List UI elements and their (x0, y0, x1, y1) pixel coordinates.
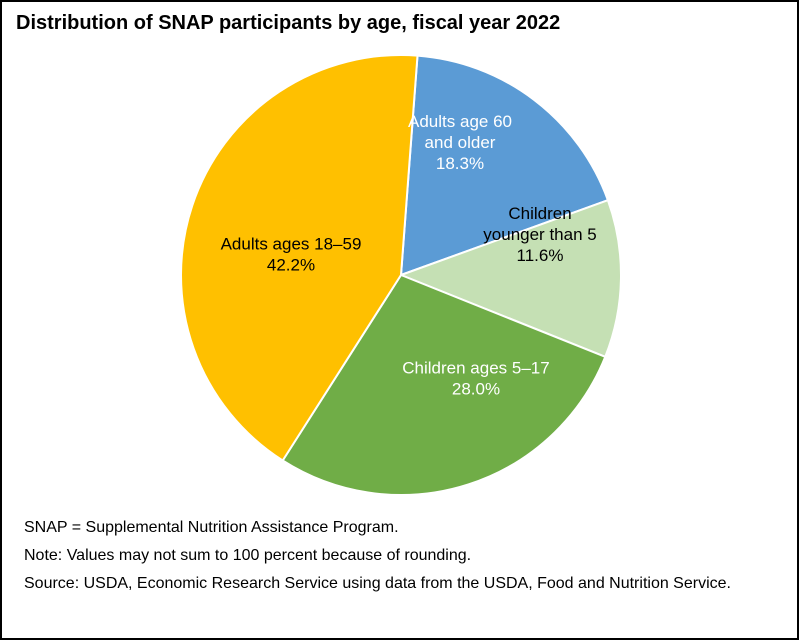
slice-value-adults60: 18.3% (436, 154, 484, 173)
slice-label-adults18_59: Adults ages 18–59 42.2% (221, 235, 362, 275)
slice-label-under5: Children younger than 5 11.6% (483, 204, 596, 265)
slice-label-line: Adults ages 18–59 (221, 235, 362, 254)
slice-label-adults60: Adults age 60 and older 18.3% (408, 112, 512, 173)
pie-slice-adults18_59 (180, 54, 419, 462)
pie-slice-adults60 (400, 54, 609, 276)
slice-label-line: Adults age 60 (408, 112, 512, 131)
pie-labels: Adults age 60 and older 18.3% Children young… (221, 112, 597, 399)
pie-slice-under5 (400, 199, 622, 358)
chart-notes: SNAP = Supplemental Nutrition Assistance… (24, 517, 774, 601)
slice-value-under5: 11.6% (517, 246, 564, 265)
rounding-note: Note: Values may not sum to 100 percent … (24, 547, 472, 564)
pie-slices (180, 54, 622, 496)
slice-label-kids5_17: Children ages 5–17 28.0% (402, 359, 549, 399)
pie-chart: Adults age 60 and older 18.3% Children young… (180, 54, 622, 496)
slice-label-line: Children ages 5–17 (402, 359, 549, 378)
slice-label-line: younger than 5 (483, 225, 596, 244)
chart-title: Distribution of SNAP participants by age… (16, 12, 561, 34)
slice-label-line: and older (425, 133, 496, 152)
slice-value-adults18_59: 42.2% (267, 256, 315, 275)
slice-label-line: Children (508, 204, 571, 223)
source-note: Source: USDA, Economic Research Service … (24, 575, 731, 592)
slice-value-kids5_17: 28.0% (452, 380, 500, 399)
pie-slice-kids5_17 (281, 274, 607, 496)
abbreviation-note: SNAP = Supplemental Nutrition Assistance… (24, 519, 399, 536)
